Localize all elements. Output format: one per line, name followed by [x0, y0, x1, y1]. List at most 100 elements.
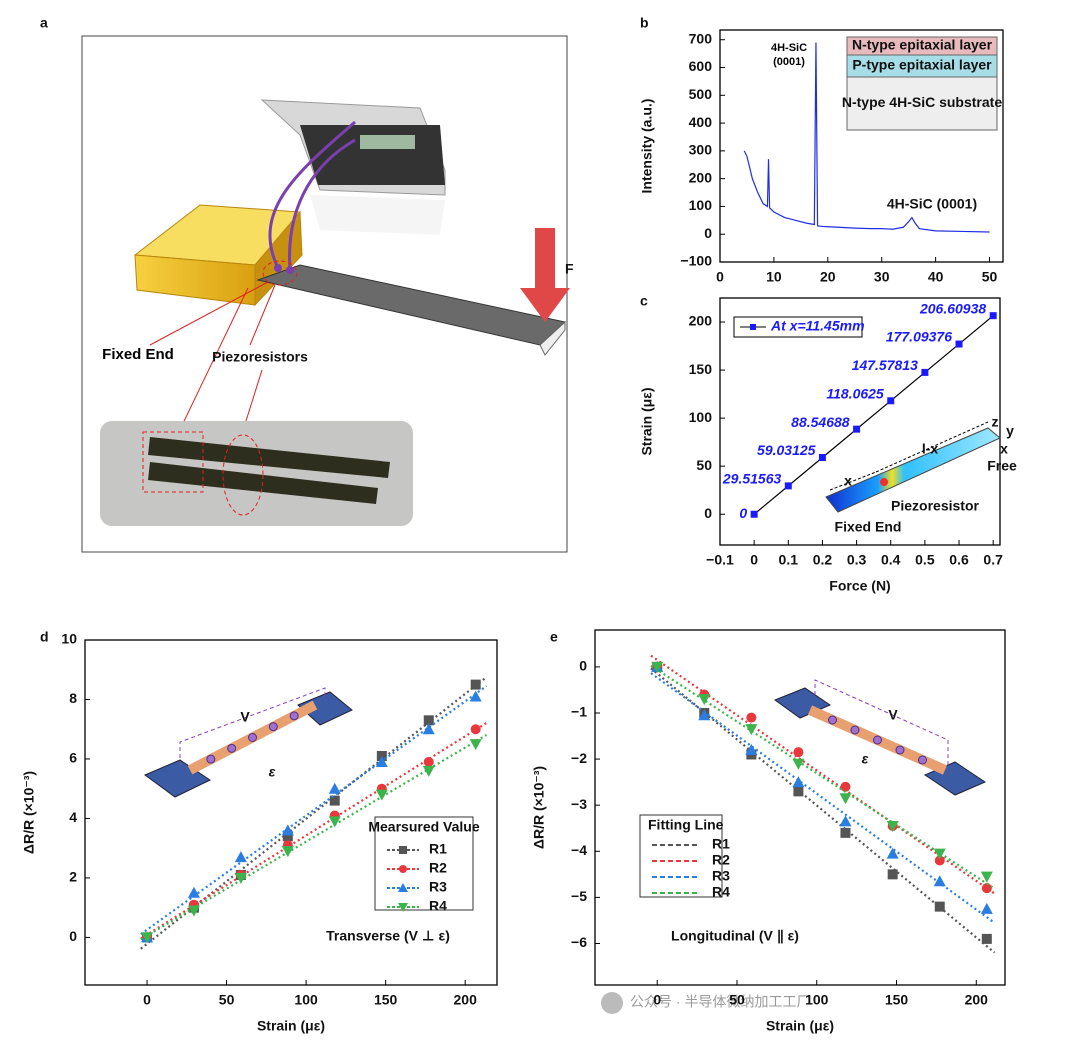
x-tick-label: 0.7 — [983, 552, 1003, 568]
inset-label: Fixed End — [835, 519, 902, 535]
inset-resistor — [206, 754, 216, 764]
inset-label: ε — [269, 764, 276, 780]
marker — [840, 781, 851, 792]
marker — [328, 782, 341, 794]
marker — [839, 793, 852, 805]
x-axis-label: Strain (με) — [257, 1018, 325, 1034]
y-axis-label: Intensity (a.u.) — [639, 99, 655, 194]
y-axis-label: ΔR/R (×10⁻³) — [21, 771, 37, 854]
inset-layer — [846, 76, 998, 131]
marker — [750, 510, 758, 518]
marker — [398, 883, 408, 892]
inset-resistor — [895, 745, 905, 755]
data-line — [743, 42, 990, 233]
marker — [981, 933, 992, 944]
x-tick-label: 50 — [982, 269, 998, 285]
inset-label: x — [1000, 441, 1008, 457]
pointer — [249, 284, 276, 346]
inset-voltage — [814, 679, 949, 768]
inset-resistor — [873, 735, 882, 745]
marker — [469, 739, 482, 751]
y-tick-label: −4 — [571, 842, 587, 858]
legend-box — [374, 816, 474, 911]
marker — [470, 724, 481, 735]
x-tick-label: 50 — [729, 992, 745, 1008]
marker — [187, 905, 200, 917]
x-axis-label: Force (N) — [829, 578, 890, 594]
watermark-icon — [601, 992, 623, 1014]
inset-dim — [829, 471, 877, 491]
marker — [793, 747, 804, 758]
legend-marker — [750, 324, 756, 330]
inset-label: V — [888, 707, 898, 723]
marker — [933, 875, 946, 887]
y-tick-label: 600 — [689, 58, 713, 74]
y-tick-label: 2 — [69, 869, 77, 885]
wire — [288, 138, 356, 271]
legend-box — [639, 814, 723, 898]
inset-label: z — [992, 414, 999, 430]
legend-label: At x=11.45mm — [770, 318, 865, 334]
x-tick-label: 0.2 — [813, 552, 833, 568]
x-tick-label: 200 — [965, 992, 989, 1008]
y-tick-label: 200 — [689, 169, 713, 185]
y-tick-label: 200 — [689, 313, 713, 329]
plot-frame — [719, 297, 1001, 546]
y-tick-label: 4 — [69, 809, 77, 825]
marker — [887, 397, 895, 405]
y-tick-label: 0 — [579, 658, 587, 674]
marker — [989, 312, 997, 320]
marker — [282, 831, 293, 842]
y-axis-label: Strain (με) — [639, 387, 655, 455]
data-label: 118.0625 — [826, 385, 884, 401]
marker — [423, 715, 434, 726]
legend-label: R2 — [429, 860, 447, 876]
y-tick-label: −5 — [571, 888, 587, 904]
fixed-end-label: Fixed End — [102, 346, 174, 363]
marker — [887, 869, 898, 880]
inset-piezo — [880, 478, 888, 486]
y-tick-label: 0 — [69, 928, 77, 944]
force-label: F — [565, 261, 574, 277]
inset-label: l-x — [922, 441, 939, 457]
multimeter-face — [300, 125, 445, 185]
marker — [281, 824, 294, 836]
force-arrowhead — [520, 288, 570, 322]
fit-line — [140, 685, 488, 936]
legend-label: R4 — [712, 884, 730, 900]
panel-label: c — [640, 293, 648, 309]
contact — [286, 266, 294, 274]
annotation: Longitudinal (V ∥ ε) — [671, 928, 799, 944]
marker — [399, 846, 407, 854]
inset-resistor — [268, 722, 278, 732]
inset-layer-label: N-type 4H-SiC substrate — [842, 94, 1002, 110]
contact — [274, 264, 282, 272]
inset-resistor — [828, 715, 837, 725]
marker — [792, 776, 805, 788]
x-tick-label: 0 — [653, 992, 661, 1008]
inset-label: ε — [862, 751, 869, 767]
annotation-text: 4H-SiC (0001) — [770, 42, 808, 68]
y-tick-label: −6 — [571, 934, 587, 950]
watermark: 公众号 · 半导体微纳加工工厂 — [630, 994, 810, 1010]
marker — [698, 694, 711, 706]
marker — [423, 756, 434, 767]
y-tick-label: 700 — [689, 30, 713, 46]
y-tick-label: −100 — [680, 253, 712, 269]
marker — [886, 847, 899, 859]
display — [360, 135, 415, 149]
x-tick-label: 10 — [766, 269, 782, 285]
inset-layer-label: N-type epitaxial layer — [852, 37, 993, 53]
legend-title: Fitting Line — [648, 817, 724, 833]
legend-label: R1 — [429, 841, 447, 857]
legend-box — [733, 316, 863, 338]
inset-resistor — [289, 711, 299, 721]
marker — [234, 872, 247, 884]
marker — [839, 815, 852, 827]
marker — [818, 454, 826, 462]
panel-label: a — [40, 15, 48, 31]
highlight — [142, 431, 204, 493]
marker — [792, 758, 805, 770]
data-label: 59.03125 — [757, 442, 816, 458]
marker — [328, 816, 341, 828]
